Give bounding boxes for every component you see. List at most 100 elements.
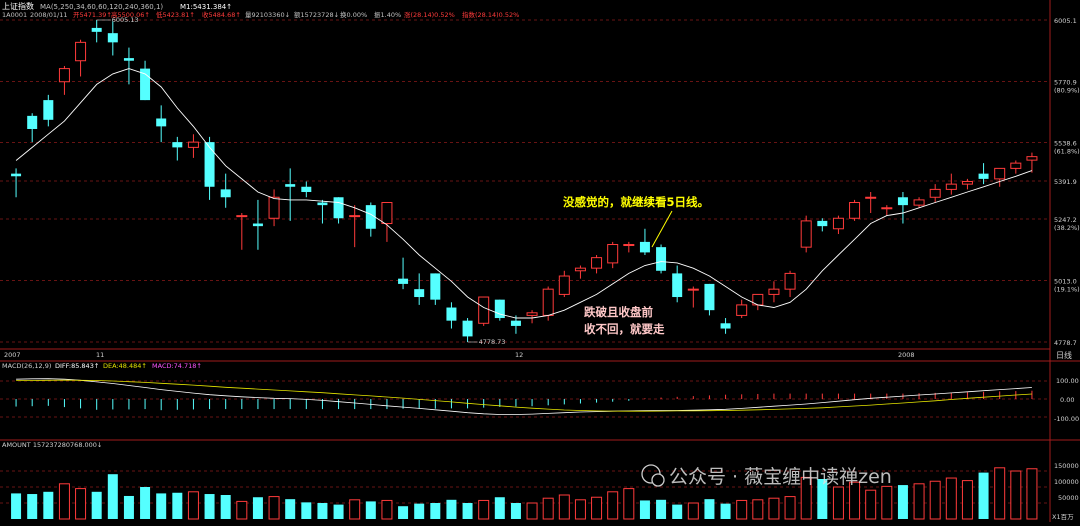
candle-body [236,215,248,218]
amount-bar [398,506,409,519]
candle [961,178,973,190]
candle-body [478,296,490,324]
turnover-value: 换0.00% [340,10,367,19]
candle [1010,160,1022,174]
candle [301,181,312,198]
amount-bar [832,486,844,520]
price-axis-label: 5247.2 [1054,216,1077,224]
amount-bar [430,503,441,519]
candle [623,241,635,253]
amount-bar [27,494,38,519]
candle-body [672,273,683,298]
macd-axis-0: 0.00 [1060,396,1074,404]
amount-bar [43,491,54,519]
amount-bar [542,497,554,520]
watermark-text: 公众号 · 薇宝缠中读禅zen [669,466,892,488]
candle-body [865,196,877,199]
amount-bar [333,504,344,519]
period-label[interactable]: 日线 [1056,350,1072,360]
candle-body [414,289,425,298]
candle [285,168,296,221]
candle [187,134,199,158]
amount-bar [558,494,570,520]
candle-body [704,283,715,311]
price-axis-pct-label: (80.9%) [1054,86,1080,94]
macd-value: MACD:74.718↑ [152,362,202,370]
price-axis-pct-label: (38.2%) [1054,224,1080,232]
candle-body [800,220,812,248]
candle-body [623,244,635,247]
macd-diff: DIFF:85.843↑ [55,362,99,370]
amount-bar [526,502,538,520]
candle-body [27,115,38,129]
candle [252,199,263,250]
candle-body [11,173,22,177]
candle-body [607,244,619,264]
amount-bar [607,491,619,520]
amount-bar [75,488,87,520]
candle [123,47,134,85]
candle-body [768,288,780,295]
candle [1026,152,1038,173]
candle [430,273,441,305]
amount-bar [672,504,683,519]
candle [365,202,376,237]
candle [526,310,538,324]
candle [91,20,102,43]
quote-date: 2008/01/11 [30,11,67,19]
candle [317,199,328,224]
candle [398,257,409,290]
price-axis: 6005.1 5770.9 5538.6 5391.9 5247.2 5013.0 4778… [1054,17,1080,347]
candle-body [526,312,538,316]
candle [784,270,796,298]
candle [832,215,844,235]
candle-body [285,184,296,187]
amount-value: 额15723728↓ [294,10,339,19]
candle [236,213,248,250]
candle-body [123,58,134,61]
candle-body [978,173,989,179]
candle-body [736,304,748,316]
candle-body [172,142,183,148]
annotation-exit-line1: 跌破且收盘前 [584,305,653,319]
candle [58,65,70,95]
amount-bar [687,502,699,520]
candle-body [268,196,280,219]
candle [849,199,861,221]
price-axis-pct-label: (19.1%) [1054,285,1080,293]
candle-body [1026,156,1038,161]
date-label-12: 12 [515,351,523,359]
amount-bar [365,501,376,519]
price-axis-label: 5013.0 [1054,277,1077,285]
date-label-2007: 2007 [4,351,21,359]
price-grid [0,19,1050,343]
diff-line [16,378,1032,415]
candle-body [75,41,87,62]
candle [607,241,619,269]
amount-bar [285,499,296,519]
candle-body [913,199,925,206]
candle-body [430,273,441,300]
candle-body [656,247,667,271]
candle [978,163,989,185]
candle [478,296,490,326]
candle [381,202,393,242]
candle-body [510,320,521,326]
candle [558,270,570,298]
candle-body [156,118,167,127]
dea-line [16,379,1032,412]
annotation-pointer [651,210,673,248]
candle-body [639,241,650,253]
candle-body [91,27,102,32]
candle-body [252,223,263,227]
amount-bar [349,499,361,520]
candle [736,299,748,319]
amplitude-value: 振1.40% [374,10,401,19]
amount-bar [172,492,183,519]
change-value: 涨(28.14)0.52% [404,10,455,19]
amount-bar [91,491,102,519]
amount-bar [800,476,812,520]
amount-bar [817,479,828,519]
candle-body [832,217,844,230]
